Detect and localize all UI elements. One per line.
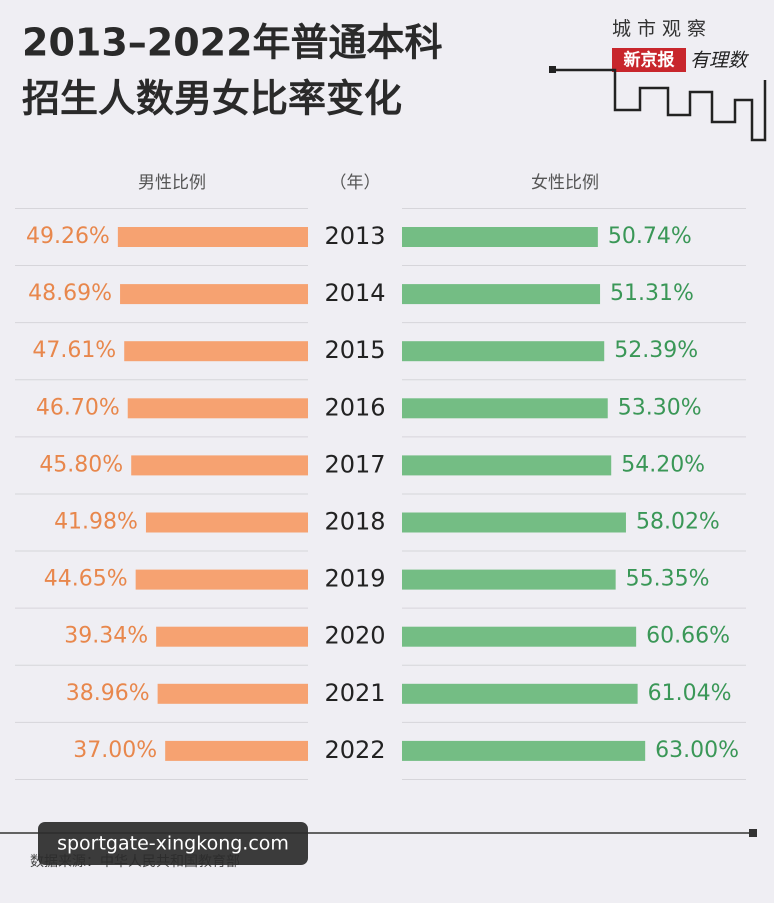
logo-brand: 新京报 [624, 50, 675, 71]
category-label: 2021 [324, 679, 385, 707]
bar [135, 569, 308, 590]
category-label: 2013 [324, 222, 385, 250]
value-label: 38.96% [66, 681, 150, 706]
column-header: 男性比例 [138, 173, 206, 193]
value-label: 48.69% [28, 281, 112, 306]
logo-box [612, 48, 686, 72]
value-label: 50.74% [608, 224, 692, 249]
bar [402, 740, 646, 761]
bar [402, 455, 612, 476]
watermark: sportgate-xingkong.com [57, 833, 289, 855]
value-label: 47.61% [32, 338, 116, 363]
column-header: 女性比例 [531, 173, 599, 193]
value-label: 37.00% [73, 738, 157, 763]
watermark-box [38, 822, 308, 865]
bar [124, 341, 308, 362]
value-label: 63.00% [655, 738, 739, 763]
bar [127, 398, 308, 419]
value-label: 52.39% [614, 338, 698, 363]
bar [402, 626, 637, 647]
value-label: 51.31% [610, 281, 694, 306]
logo-text: 城市观察 [612, 18, 712, 40]
value-label: 44.65% [44, 567, 128, 592]
value-label: 49.26% [26, 224, 110, 249]
value-label: 46.70% [36, 395, 120, 420]
logo-skyline [553, 68, 767, 142]
logo-dot [549, 66, 556, 73]
logo-column: 有理数 [690, 50, 750, 72]
bar [117, 227, 308, 247]
value-label: 60.66% [646, 624, 730, 649]
value-label: 41.98% [54, 510, 138, 535]
value-label: 39.34% [64, 624, 148, 649]
bar [402, 512, 626, 533]
bar [165, 740, 308, 761]
footer-dot [749, 829, 757, 837]
column-header: （年） [330, 173, 381, 193]
category-label: 2016 [324, 393, 385, 421]
bar [402, 683, 638, 704]
category-label: 2018 [324, 508, 385, 536]
bar [156, 626, 308, 647]
bar [120, 284, 308, 305]
value-label: 54.20% [621, 452, 705, 477]
category-label: 2022 [324, 736, 385, 764]
category-label: 2015 [324, 336, 385, 364]
bar [402, 398, 608, 419]
value-label: 61.04% [648, 681, 732, 706]
category-label: 2017 [324, 450, 385, 478]
category-label: 2020 [324, 622, 385, 650]
value-label: 45.80% [39, 452, 123, 477]
value-label: 58.02% [636, 510, 720, 535]
title-line: 2013–2022年普通本科 [22, 21, 443, 65]
value-label: 55.35% [626, 567, 710, 592]
bar [402, 569, 616, 590]
category-label: 2019 [324, 565, 385, 593]
bar [402, 227, 598, 247]
title-line: 招生人数男女比率变化 [22, 77, 402, 121]
bar [402, 284, 601, 305]
bar [402, 341, 605, 362]
bar [157, 683, 308, 704]
bar [131, 455, 308, 476]
value-label: 53.30% [618, 395, 702, 420]
bar [145, 512, 308, 533]
category-label: 2014 [324, 279, 385, 307]
